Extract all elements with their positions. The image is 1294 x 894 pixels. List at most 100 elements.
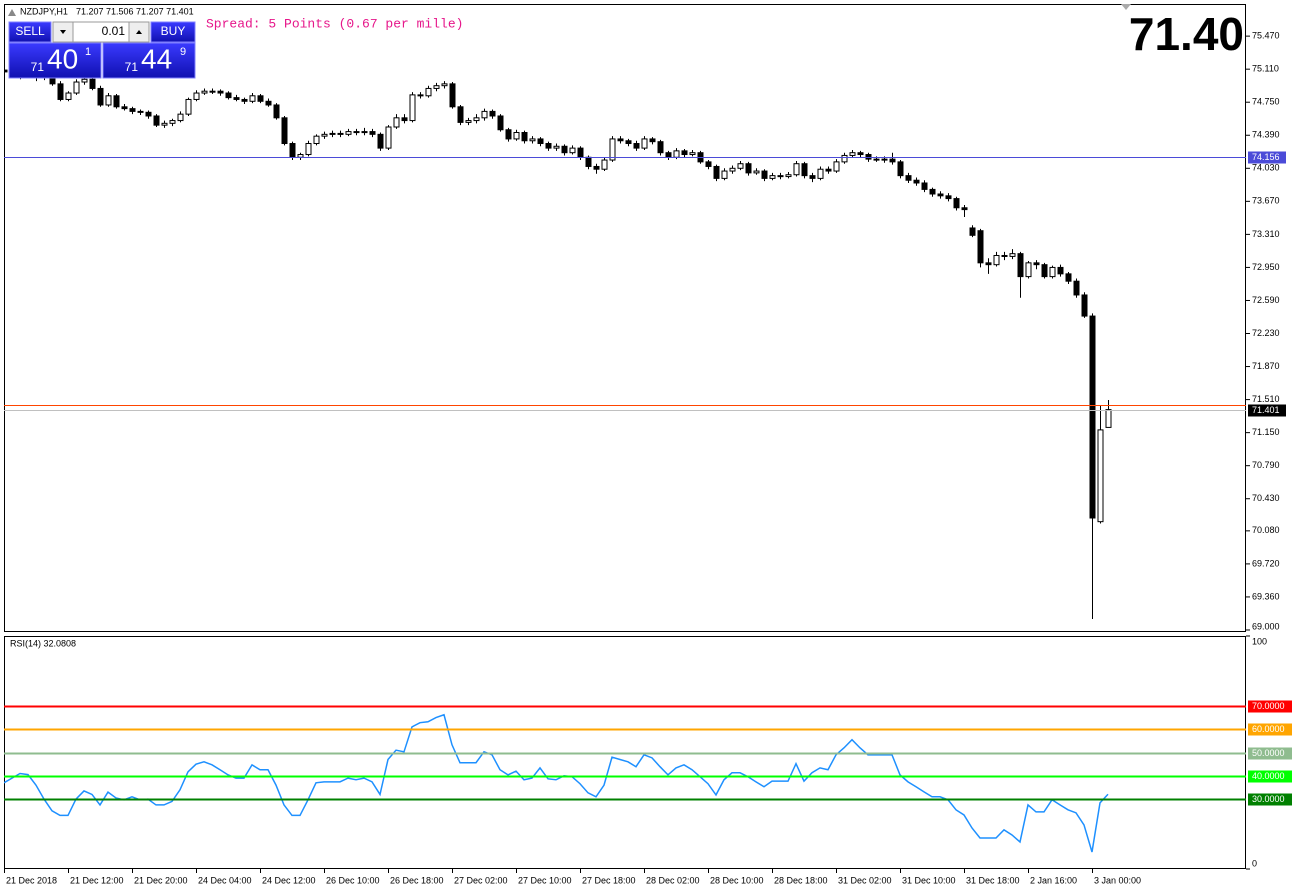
candle-body [849,152,856,156]
sell-label: SELL [15,24,45,38]
candle-body [769,175,776,179]
buy-price-box[interactable] [102,42,196,79]
x-tick-label: 24 Dec 12:00 [262,875,316,885]
level-label: 50.0000 [1252,748,1285,758]
x-tick-label: 2 Jan 16:00 [1030,875,1077,885]
y-tick-label: 71.510 [1252,394,1280,404]
buy-button[interactable] [150,21,196,43]
candle-body [457,106,464,123]
sell-price-box[interactable] [8,42,102,79]
sell-button[interactable] [8,21,52,43]
candle-body [649,138,656,143]
candle-body [609,138,616,161]
candle-body [505,129,512,140]
series-layer [4,713,1109,853]
candle-body [161,122,168,126]
x-tick-label: 24 Dec 04:00 [198,875,252,885]
candle-body [57,83,64,100]
sell-price-main: 40 [47,43,78,74]
candle-body [1017,253,1024,278]
candle-body [641,138,648,149]
y-tick-label: 73.310 [1252,229,1280,239]
y-tick-label: 75.470 [1252,31,1280,41]
candle-body [97,87,104,106]
candle-body [201,90,208,94]
level-label: 30.0000 [1252,794,1285,804]
candle-body [585,156,592,167]
indicator-title: RSI(14) 32.0808 [10,638,76,648]
candle-body [577,147,584,158]
buy-price-main: 44 [141,43,172,74]
current-price: 71.40 [1129,8,1244,60]
x-tick-label: 27 Dec 18:00 [582,875,636,885]
candle-body [921,182,928,190]
candle-body [345,131,352,135]
candle-body [969,227,976,236]
series-layer [4,67,1112,619]
spread-info: Spread: 5 Points (0.67 per mille) [206,16,463,31]
candle-body [305,143,312,156]
candle-body [1089,315,1096,519]
y-tick-label: 70.080 [1252,525,1280,535]
level-box [1248,770,1292,783]
main-panel-frame [4,4,1246,632]
candle-body [385,126,392,149]
candle-body [1033,262,1040,266]
x-tick-label: 26 Dec 10:00 [326,875,380,885]
candle-body [337,132,344,135]
buy-label: BUY [161,24,186,38]
candle-body [481,110,488,119]
candle-body [441,83,448,87]
candle-body [121,106,128,110]
price-box [1248,404,1286,417]
x-tick-label: 28 Dec 18:00 [774,875,828,885]
candle-body [1001,254,1008,257]
candle-body [377,133,384,149]
candle-body [665,152,672,158]
price-box [1248,151,1286,164]
level-box [1248,747,1292,760]
candle-body [129,108,136,112]
y-tick-label: 74.030 [1252,163,1280,173]
buy-price-big: 71 [125,60,139,74]
chart-menu-arrow[interactable] [8,9,16,16]
candle-body [105,95,112,106]
candle-body [137,110,144,113]
y-tick-label: 72.590 [1252,295,1280,305]
candle-body [713,165,720,179]
x-tick-label: 27 Dec 02:00 [454,875,508,885]
candle-body [529,138,536,142]
candle-body [953,198,960,209]
candle-body [569,147,576,154]
candle-body [617,138,624,142]
candle-body [169,120,176,124]
candle-body [4,69,8,73]
symbol: NZDJPY,H1 [20,6,68,16]
rsi-line [4,713,1109,853]
x-tick-label: 3 Jan 00:00 [1094,875,1141,885]
y-tick-label: 72.950 [1252,262,1280,272]
y-tick-label: 74.390 [1252,130,1280,140]
candle-body [1009,253,1016,257]
x-tick-label: 28 Dec 02:00 [646,875,700,885]
candle-body [809,175,816,179]
candle-body [489,110,496,117]
candle-body [217,90,224,94]
candle-body [145,111,152,117]
candle-body [113,95,120,108]
x-tick-label: 21 Dec 20:00 [134,875,188,885]
candle-body [353,131,360,134]
candle-body [313,135,320,145]
candle-body [825,168,832,172]
lot-increase-arrow [136,30,142,34]
candle-body [1097,429,1104,523]
candle-body [545,143,552,149]
candle-body [73,81,80,94]
candle-body [361,131,368,134]
y-tick-label: 70.430 [1252,493,1280,503]
x-tick-label: 21 Dec 2018 [6,875,57,885]
candle-body [1081,294,1088,317]
candle-body [889,158,896,163]
candle-body [89,78,96,89]
